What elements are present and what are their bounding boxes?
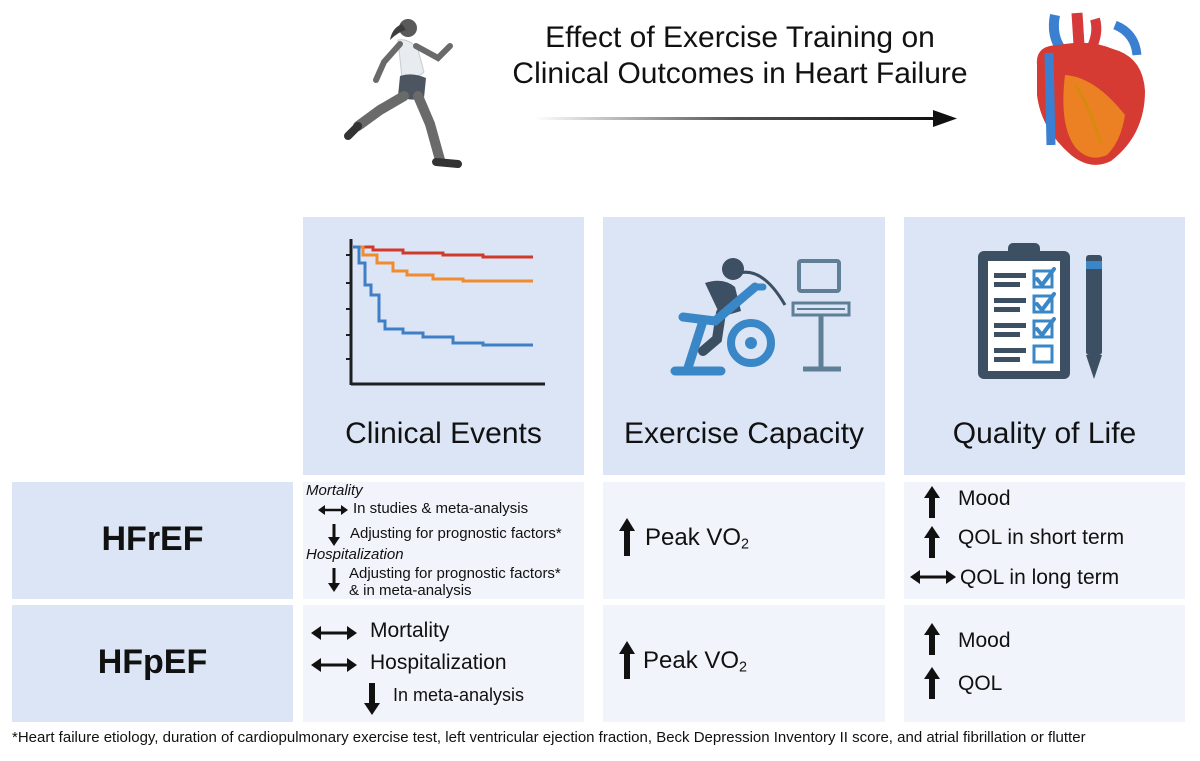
- hospitalization-line-2: & in meta-analysis: [349, 582, 472, 599]
- column-label-clinical-events: Clinical Events: [345, 417, 542, 450]
- qol-item-short-term: QOL in short term: [958, 526, 1125, 549]
- column-label-exercise-capacity: Exercise Capacity: [623, 417, 865, 450]
- peak-vo2-label: Peak VO2: [643, 647, 748, 676]
- cell-hfref-clinical-events: Mortality In studies & meta-analysis Adj…: [303, 482, 584, 599]
- row-header-hfref: HFrEF: [12, 482, 293, 599]
- mortality-line-2: Adjusting for prognostic factors*: [350, 525, 562, 542]
- survival-curve-icon: [346, 239, 545, 386]
- page-title: Effect of Exercise Training on Clinical …: [470, 20, 1010, 92]
- hfpef-meta-analysis: In meta-analysis: [393, 685, 525, 705]
- mortality-heading: Mortality: [306, 482, 363, 499]
- qol-item-long-term: QOL in long term: [960, 566, 1120, 589]
- title-arrow: [535, 110, 957, 127]
- up-arrow-icon: [619, 518, 635, 556]
- mortality-line-1: In studies & meta-analysis: [353, 500, 529, 517]
- clipboard-checklist-icon: [978, 243, 1102, 379]
- column-label-quality-of-life: Quality of Life: [952, 417, 1137, 450]
- cell-hfref-exercise-capacity: Peak VO2: [603, 482, 885, 599]
- down-arrow-icon: [328, 524, 340, 546]
- header-exercise-capacity: Exercise Capacity: [603, 217, 885, 475]
- cell-hfpef-quality-of-life: Mood QOL: [904, 605, 1185, 722]
- hospitalization-heading: Hospitalization: [306, 546, 404, 563]
- hfpef-qol: QOL: [958, 672, 1003, 695]
- title-line-2: Clinical Outcomes in Heart Failure: [512, 57, 968, 90]
- cell-hfref-quality-of-life: Mood QOL in short term QOL in long term: [904, 482, 1185, 599]
- row-label-hfpef: HFpEF: [97, 643, 208, 681]
- double-arrow-icon: [318, 505, 348, 515]
- up-arrow-icon: [924, 623, 940, 655]
- row-label-hfref: HFrEF: [101, 520, 204, 558]
- hfpef-mortality: Mortality: [370, 619, 450, 642]
- heart-icon: [1036, 12, 1145, 165]
- cell-hfpef-exercise-capacity: Peak VO2: [603, 605, 885, 722]
- hospitalization-line-1: Adjusting for prognostic factors*: [349, 565, 561, 582]
- double-arrow-icon: [311, 658, 357, 672]
- up-arrow-icon: [619, 641, 635, 679]
- down-arrow-icon: [328, 568, 340, 592]
- up-arrow-icon: [924, 526, 940, 558]
- double-arrow-icon: [910, 570, 956, 584]
- double-arrow-icon: [311, 626, 357, 640]
- peak-vo2-label: Peak VO2: [645, 524, 750, 553]
- hfpef-hospitalization: Hospitalization: [370, 651, 507, 674]
- cell-hfpef-clinical-events: Mortality Hospitalization In meta-analys…: [303, 605, 584, 722]
- header-quality-of-life: Quality of Life: [904, 217, 1185, 475]
- title-line-1: Effect of Exercise Training on: [545, 21, 935, 54]
- up-arrow-icon: [924, 486, 940, 518]
- hfpef-qol-mood: Mood: [958, 629, 1011, 652]
- up-arrow-icon: [924, 667, 940, 699]
- down-arrow-icon: [364, 683, 380, 715]
- footnote: *Heart failure etiology, duration of car…: [12, 729, 1086, 746]
- runner-icon: [344, 19, 462, 168]
- header-clinical-events: Clinical Events: [303, 217, 584, 475]
- exercise-bike-icon: [670, 258, 851, 376]
- row-header-hfpef: HFpEF: [12, 605, 293, 722]
- qol-item-mood: Mood: [958, 487, 1011, 510]
